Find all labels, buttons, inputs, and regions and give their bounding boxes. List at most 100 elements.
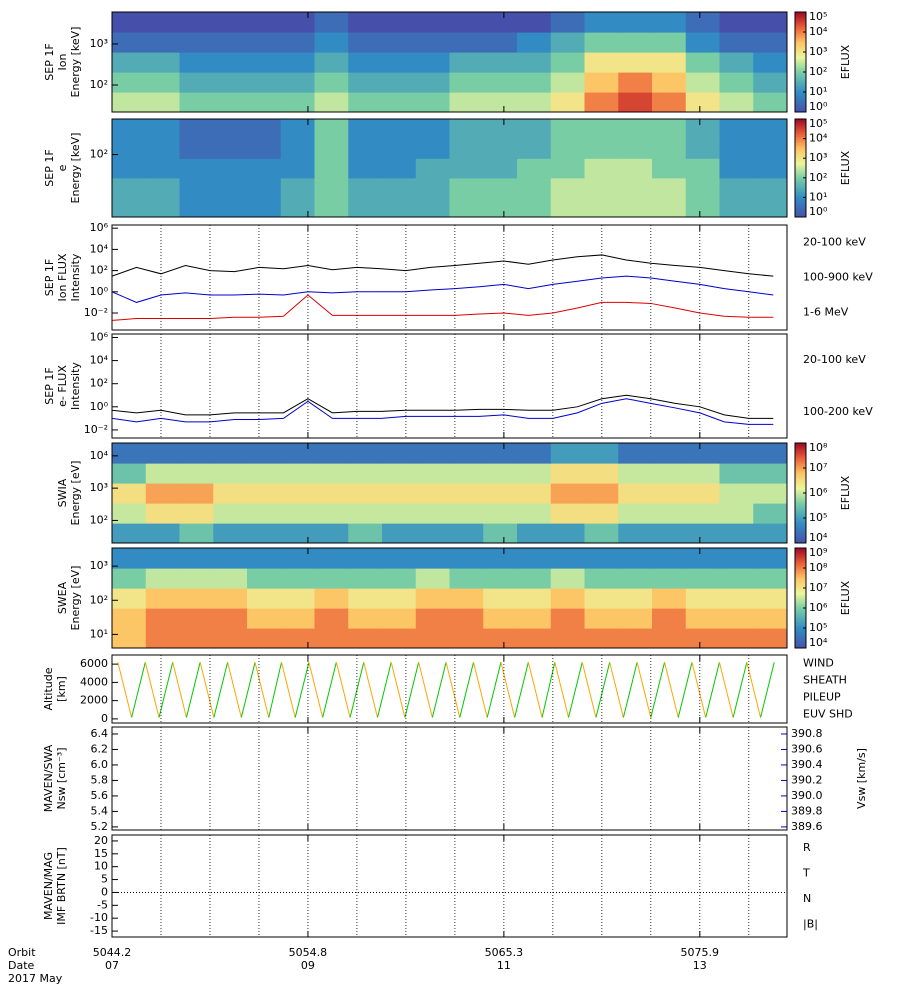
legend-entry: PILEUP xyxy=(803,691,841,704)
heat-cell xyxy=(382,92,417,112)
heat-cell xyxy=(179,158,214,179)
heat-cell xyxy=(584,443,619,464)
colorbar-slice xyxy=(795,622,806,625)
colorbar-tick-label: 10⁵ xyxy=(809,10,827,23)
heat-cell xyxy=(415,483,451,504)
colorbar-slice xyxy=(795,134,806,138)
colorbar-slice xyxy=(795,30,806,33)
y-tick-label: 0 xyxy=(101,885,108,898)
colorbar-tick-label: 10³ xyxy=(809,45,827,58)
colorbar-tick-label: 10⁴ xyxy=(809,25,828,38)
altitude-line xyxy=(322,662,337,718)
colorbar-slice xyxy=(795,150,806,153)
heat-cell xyxy=(517,92,552,112)
y-tick-label: 10² xyxy=(90,264,108,277)
heat-cell xyxy=(483,72,518,93)
panel xyxy=(112,12,787,112)
colorbar-slice xyxy=(795,612,806,615)
heat-cell xyxy=(179,177,214,198)
heat-cell xyxy=(179,92,214,112)
heat-cell xyxy=(719,197,754,217)
heat-cell xyxy=(247,158,282,179)
heat-cell xyxy=(517,177,552,198)
colorbar-slice xyxy=(795,465,806,468)
heat-cell xyxy=(280,628,316,648)
heat-cell xyxy=(112,92,147,112)
heat-cell xyxy=(382,463,417,484)
heat-cell xyxy=(348,548,383,569)
heat-cell xyxy=(719,158,754,179)
heat-cell xyxy=(753,92,787,112)
heat-cell xyxy=(652,628,687,648)
heat-cell xyxy=(517,588,552,609)
colorbar-slice xyxy=(795,535,806,538)
colorbar-tick-label: 10² xyxy=(809,65,827,78)
heat-cell xyxy=(213,443,248,464)
colorbar-slice xyxy=(795,630,806,633)
colorbar-slice xyxy=(795,22,806,25)
colorbar-slice xyxy=(795,92,806,95)
y2-tick-label: 389.8 xyxy=(791,804,823,817)
heat-cell xyxy=(179,483,214,504)
heat-cell xyxy=(415,548,451,569)
heat-cell xyxy=(719,119,754,140)
colorbar-slice xyxy=(795,207,806,210)
heat-cell xyxy=(314,628,349,648)
heat-cell xyxy=(213,32,248,53)
heat-cell xyxy=(550,628,586,648)
heat-cell xyxy=(112,177,147,198)
y-tick-label: 6.0 xyxy=(91,758,109,771)
altitude-line xyxy=(664,662,679,718)
heat-cell xyxy=(618,443,653,464)
y-axis-label: e xyxy=(56,164,69,171)
heat-cell xyxy=(145,197,181,217)
heat-cell xyxy=(213,568,248,589)
colorbar-label: EFLUX xyxy=(839,44,852,79)
y2-tick-label: 390.2 xyxy=(791,773,823,786)
heat-cell xyxy=(449,12,484,33)
colorbar-slice xyxy=(795,132,806,136)
altitude-line xyxy=(268,662,282,718)
orbit-label: 5065.3 xyxy=(485,946,524,959)
x-axis-label: Date xyxy=(8,959,35,972)
heat-cell xyxy=(145,608,181,629)
heat-cell xyxy=(517,568,552,589)
altitude-line xyxy=(390,662,406,718)
colorbar-slice xyxy=(795,584,806,587)
y2-tick-label: 389.6 xyxy=(791,820,823,833)
heat-cell xyxy=(483,588,518,609)
heat-cell xyxy=(449,138,484,159)
colorbar-slice xyxy=(795,481,806,484)
heat-cell xyxy=(213,72,248,93)
heat-cell xyxy=(449,119,484,140)
colorbar-slice xyxy=(795,644,806,647)
heat-cell xyxy=(382,443,417,464)
colorbar-slice xyxy=(795,195,806,198)
heat-cell xyxy=(685,158,721,179)
heat-cell xyxy=(449,92,484,112)
colorbar-slice xyxy=(795,588,806,591)
colorbar-slice xyxy=(795,592,806,595)
heat-cell xyxy=(145,568,181,589)
colorbar-slice xyxy=(795,566,806,569)
heat-cell xyxy=(685,119,721,140)
heat-cell xyxy=(314,443,349,464)
colorbar-slice xyxy=(795,48,806,51)
legend-entry: |B| xyxy=(803,917,818,930)
heat-cell xyxy=(382,523,417,543)
colorbar-slice xyxy=(795,209,806,212)
heat-cell xyxy=(652,608,687,629)
heat-cell xyxy=(382,32,417,53)
heat-cell xyxy=(719,548,754,569)
legend-entry: 100-200 keV xyxy=(803,405,873,418)
heat-cell xyxy=(247,608,282,629)
y-axis-label: Energy [keV] xyxy=(69,133,82,204)
heat-cell xyxy=(584,197,619,217)
colorbar-tick-label: 10⁶ xyxy=(809,601,828,614)
colorbar-slice xyxy=(795,618,806,621)
heat-cell xyxy=(652,177,687,198)
date-label: 07 xyxy=(105,959,119,972)
colorbar-slice xyxy=(795,606,806,609)
y-tick-label: 2000 xyxy=(80,694,108,707)
heat-cell xyxy=(415,463,451,484)
